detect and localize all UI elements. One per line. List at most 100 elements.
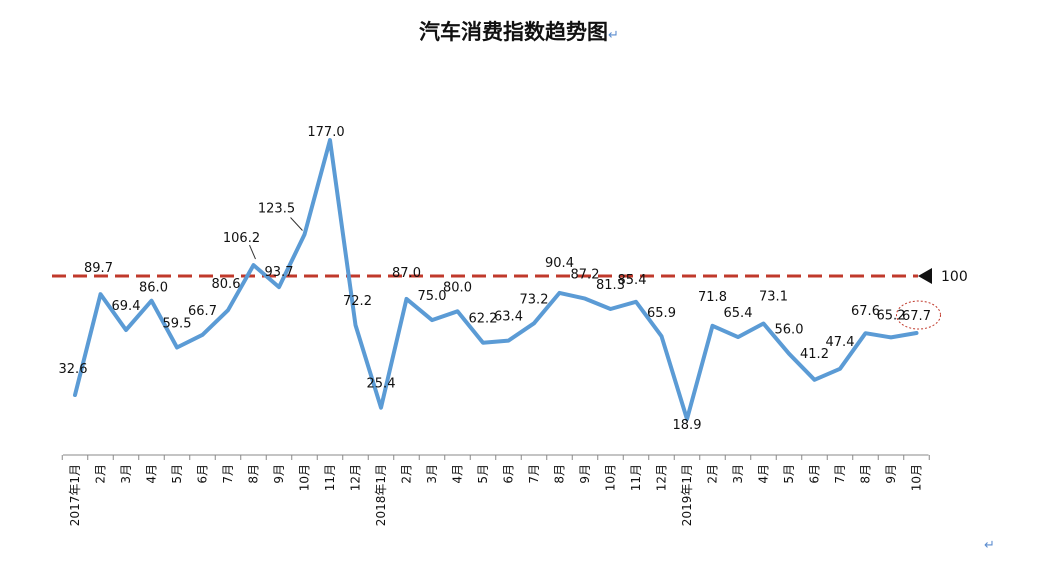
data-label: 65.2 — [877, 308, 906, 323]
data-label: 123.5 — [258, 202, 295, 217]
x-tick-label: 2月 — [706, 464, 720, 484]
data-label: 18.9 — [673, 418, 702, 433]
data-point — [685, 417, 689, 421]
data-label: 47.4 — [826, 335, 855, 350]
x-tick-label: 3月 — [119, 464, 133, 484]
x-tick-label: 10月 — [604, 464, 618, 491]
data-point — [405, 297, 408, 301]
data-point — [558, 291, 561, 295]
data-label: 75.0 — [418, 289, 447, 304]
data-point — [481, 341, 485, 344]
x-tick-label: 6月 — [196, 464, 210, 484]
data-label: 25.4 — [367, 377, 396, 392]
data-point — [150, 299, 153, 302]
x-tick-label: 5月 — [170, 464, 184, 484]
tick-labels-group: 2017年1月 2月 3月 4月 5月 6月 7月 8月 9月 10月 11月 12月 2018年1月 2… — [68, 464, 924, 526]
data-point — [252, 263, 255, 267]
x-tick-label: 6月 — [808, 464, 822, 484]
x-tick-label: 2019年1月 — [680, 464, 694, 526]
x-tick-label: 8月 — [247, 464, 261, 484]
x-tick-label: 6月 — [502, 464, 516, 484]
data-label: 69.4 — [112, 299, 141, 314]
data-point — [124, 328, 128, 332]
data-point — [73, 393, 77, 397]
data-label: 106.2 — [223, 231, 260, 246]
x-tick-label: 7月 — [527, 464, 541, 484]
x-tick-label: 5月 — [476, 464, 490, 484]
label-leader-line — [249, 244, 256, 260]
data-point — [532, 322, 536, 325]
data-label: 87.0 — [392, 266, 421, 281]
x-tick-label: 10月 — [910, 464, 924, 491]
data-label: 67.6 — [851, 304, 880, 319]
data-point — [609, 307, 612, 311]
x-tick-label: 4月 — [145, 464, 159, 484]
data-point — [838, 367, 842, 371]
data-label: 93.7 — [265, 265, 294, 280]
chart-title: 汽车消费指数趋势图↵ — [0, 16, 1038, 46]
x-tick-label: 11月 — [629, 464, 643, 491]
data-label: 85.4 — [618, 273, 647, 288]
reference-line-group: 100 — [52, 268, 968, 285]
data-label: 73.2 — [520, 292, 549, 307]
data-label: 80.0 — [443, 280, 472, 295]
data-point — [736, 335, 740, 339]
data-point — [430, 318, 434, 322]
x-tick-label: 3月 — [425, 464, 439, 484]
x-tick-label: 7月 — [833, 464, 847, 484]
x-tick-label: 12月 — [349, 464, 363, 491]
x-tick-label: 2018年1月 — [374, 464, 388, 526]
data-point — [226, 309, 230, 312]
data-point — [354, 323, 357, 327]
data-point — [634, 300, 638, 303]
data-label: 32.6 — [59, 362, 88, 377]
reference-arrow-icon — [918, 268, 932, 284]
data-label: 90.4 — [545, 256, 574, 271]
data-label: 89.7 — [84, 261, 113, 276]
data-label: 71.8 — [698, 290, 727, 305]
data-label: 72.2 — [343, 294, 372, 309]
data-point — [303, 233, 306, 236]
data-label: 67.7 — [902, 309, 931, 324]
highlight-circle — [896, 300, 941, 330]
data-label: 59.5 — [163, 316, 192, 331]
x-tick-label: 8月 — [553, 464, 567, 484]
reference-line-label: 100 — [941, 269, 968, 285]
data-label: 63.4 — [494, 310, 523, 325]
data-labels-group: 32.6 89.7 69.4 86.0 59.566.7 80.6 106.2 93.7 123… — [59, 125, 941, 433]
data-label: 56.0 — [775, 323, 804, 338]
x-tick-label: 9月 — [884, 464, 898, 484]
data-point — [175, 346, 179, 349]
chart-title-text: 汽车消费指数趋势图 — [419, 20, 609, 44]
x-tick-label: 4月 — [757, 464, 771, 484]
data-label: 65.4 — [724, 306, 753, 321]
data-point — [99, 292, 102, 296]
x-tick-label: 12月 — [655, 464, 669, 491]
data-label: 62.2 — [469, 312, 498, 327]
data-point — [201, 333, 204, 336]
data-point — [277, 285, 281, 289]
data-point — [583, 297, 587, 300]
x-tick-label: 2月 — [94, 464, 108, 484]
x-tick-label: 4月 — [451, 464, 465, 484]
data-point — [813, 378, 816, 381]
data-point — [889, 336, 893, 339]
x-tick-label: 11月 — [323, 464, 337, 491]
x-tick-label: 5月 — [782, 464, 796, 484]
x-axis — [61, 454, 930, 460]
data-label: 86.0 — [139, 281, 168, 296]
data-point — [328, 138, 332, 142]
x-tick-label: 7月 — [221, 464, 235, 484]
data-label: 87.2 — [571, 268, 600, 283]
data-point — [507, 339, 510, 342]
x-tick-label: 2017年1月 — [68, 464, 82, 526]
x-tick-label: 9月 — [272, 464, 286, 484]
data-point — [660, 334, 663, 338]
data-label: 73.1 — [759, 289, 788, 304]
series-line — [73, 138, 919, 422]
data-point — [864, 331, 867, 335]
data-point — [762, 322, 765, 325]
x-tick-label: 3月 — [731, 464, 745, 484]
x-tick-label: 8月 — [859, 464, 873, 484]
data-label: 65.9 — [647, 306, 676, 321]
